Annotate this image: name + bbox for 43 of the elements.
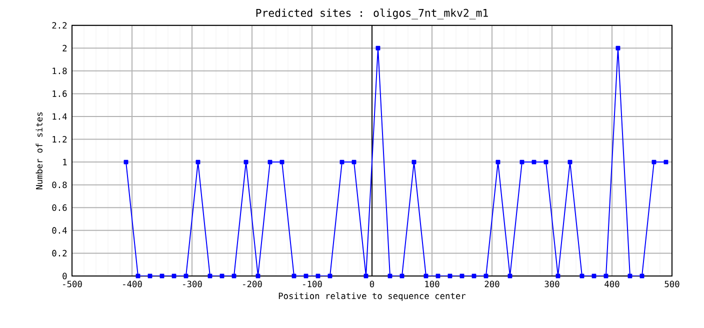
x-tick-label: 400 (604, 280, 620, 288)
point (568, 160, 572, 164)
x-tick-label: 300 (544, 280, 560, 288)
point (544, 160, 548, 164)
y-tick-label: 2 (62, 44, 67, 52)
x-tick-label: -300 (183, 280, 202, 288)
point (412, 160, 416, 164)
point (244, 160, 248, 164)
point (124, 160, 128, 164)
y-tick-label: 0 (62, 272, 67, 280)
chart-title: Predicted sites : oligos_7nt_mkv2_m1 (256, 8, 488, 20)
x-tick-label: -500 (63, 280, 82, 288)
point (532, 160, 536, 164)
x-tick-label: -200 (243, 280, 262, 288)
x-tick-label: 0 (370, 280, 374, 288)
point (496, 160, 500, 164)
y-tick-label: 1.2 (52, 136, 67, 142)
y-tick-label: 1.8 (52, 68, 67, 74)
x-tick-label: 100 (425, 280, 440, 288)
x-tick-label: -400 (123, 280, 142, 288)
point (196, 160, 200, 164)
point (520, 160, 524, 164)
y-tick-label: 0.8 (52, 182, 67, 188)
point (340, 160, 344, 164)
x-tick-label: -100 (303, 280, 322, 288)
point (616, 46, 620, 50)
point (652, 160, 656, 164)
point (352, 160, 356, 164)
x-axis-title: Position relative to sequence center (278, 292, 466, 301)
y-tick-label: 1 (63, 158, 67, 166)
y-tick-label: 0.2 (52, 250, 67, 256)
y-tick-label: 1.4 (52, 113, 67, 120)
point (268, 160, 272, 164)
point (664, 160, 668, 164)
y-axis-title: Number of sites (36, 112, 42, 190)
x-tick-label: 200 (484, 280, 500, 288)
y-tick-label: 0.6 (52, 204, 67, 211)
point (376, 46, 380, 50)
y-tick-label: 2.2 (52, 22, 67, 29)
point (280, 160, 284, 164)
y-tick-label: 0.4 (52, 227, 67, 234)
x-tick-label: 500 (664, 280, 680, 288)
y-tick-label: 1.6 (52, 90, 67, 97)
